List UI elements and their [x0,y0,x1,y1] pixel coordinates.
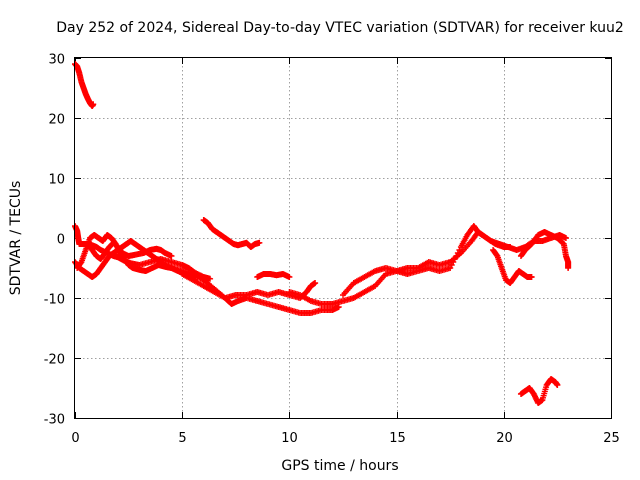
x-tick-labels: 0 5 10 15 20 25 [71,431,619,446]
y-tick-label: 20 [48,113,65,128]
data-point [562,235,569,241]
grid [75,58,611,418]
data-point [528,274,535,280]
series-sat-e [84,239,175,262]
data-point [90,101,97,108]
series-sat-k [340,223,569,298]
series-sat-d [72,238,164,280]
data-points [72,61,572,406]
data-point [256,239,263,246]
series-sat-h [200,217,263,250]
data-point [312,280,319,286]
y-tick-labels: -30 -20 -10 0 10 20 30 [44,53,65,428]
x-axis-title: GPS time / hours [281,458,398,474]
series-sat-g [179,271,319,301]
y-axis-title: SDTVAR / TECUs [8,181,24,296]
plot-frame [74,57,612,419]
y-tick-label: -10 [44,293,65,308]
y-tick-label: 0 [57,233,65,248]
series-sat-l [490,247,535,286]
data-point [554,382,561,388]
series-sat-a [72,61,97,109]
x-tick-label: 25 [603,431,620,446]
x-tick-label: 0 [71,431,79,446]
data-point [286,274,293,280]
y-tick-label: 10 [48,173,65,188]
x-tick-label: 20 [496,431,513,446]
series-sat-n [517,376,561,406]
x-tick-label: 15 [389,431,406,446]
series-sat-i [254,271,293,280]
y-tick-label: 30 [48,53,65,68]
chart-title: Day 252 of 2024, Sidereal Day-to-day VTE… [56,20,624,36]
y-tick-label: -20 [44,353,65,368]
data-point [168,253,175,259]
y-tick-label: -30 [44,413,65,428]
x-tick-label: 5 [178,431,186,446]
series-sat-j [286,229,514,307]
data-point [565,265,572,271]
series-sat-f [157,259,342,316]
data-point [207,275,214,282]
x-tick-label: 10 [281,431,298,446]
series-sat-m [517,229,572,271]
